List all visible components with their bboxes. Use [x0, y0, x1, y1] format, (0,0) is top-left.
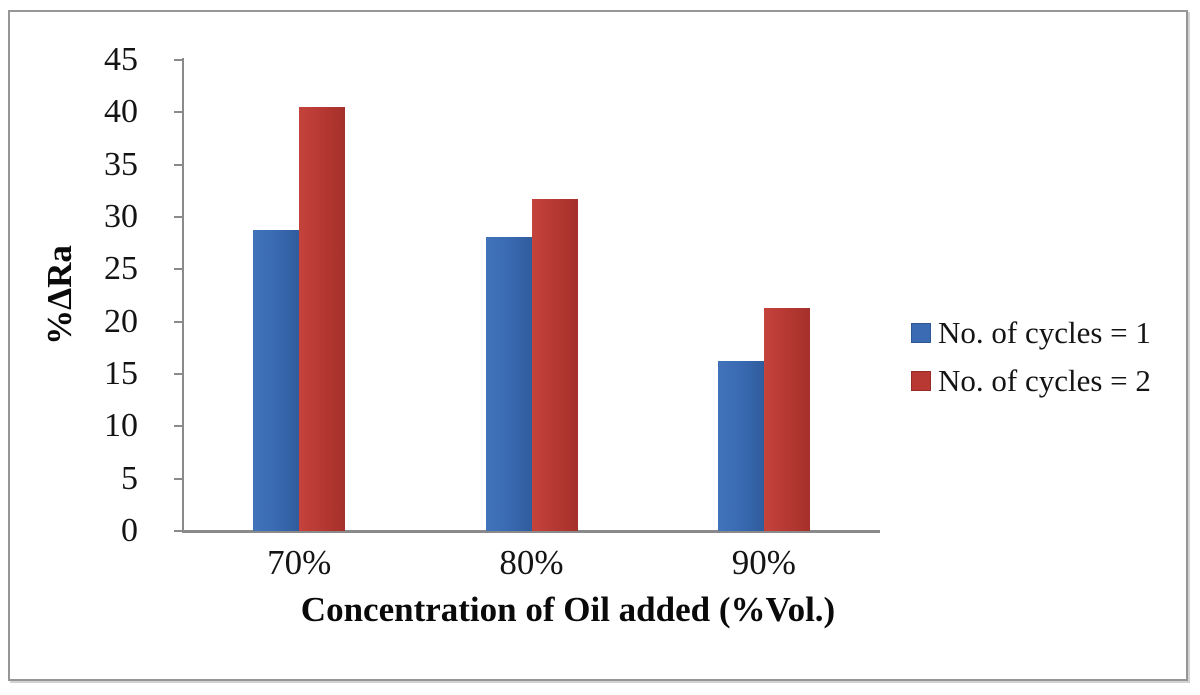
- y-tick-mark: [174, 373, 183, 375]
- y-tick-label: 10: [104, 407, 138, 445]
- y-tick-mark: [174, 320, 183, 323]
- y-tick-mark: [174, 59, 183, 61]
- legend-swatch-icon: [911, 323, 931, 343]
- y-tick-label: 25: [104, 250, 138, 288]
- bar-chart: 0 5 10 15 20 25 30 35 40 45 70% 80% 90% Concentrati…: [10, 12, 1186, 679]
- chart-frame: 0 5 10 15 20 25 30 35 40 45 70% 80% 90% Concentrati…: [8, 10, 1188, 681]
- y-tick-mark: [174, 477, 183, 480]
- y-tick-mark: [174, 216, 183, 218]
- legend: No. of cycles = 1 No. of cycles = 2: [911, 315, 1151, 411]
- y-tick-mark: [174, 111, 183, 114]
- y-tick-label: 40: [104, 93, 138, 131]
- y-tick-mark: [174, 163, 183, 166]
- y-tick-mark: [174, 425, 183, 428]
- y-tick-mark: [174, 530, 183, 532]
- legend-item: No. of cycles = 2: [911, 363, 1151, 399]
- bar-series2-80pct: [532, 199, 578, 531]
- y-tick-label: 20: [104, 302, 138, 340]
- y-tick-mark: [174, 268, 183, 271]
- x-axis-title: Concentration of Oil added (%Vol.): [300, 590, 836, 629]
- bar-series1-70pct: [253, 230, 299, 531]
- y-tick-label: 0: [121, 512, 138, 549]
- x-category-label: 70%: [267, 543, 332, 582]
- legend-item: No. of cycles = 1: [911, 315, 1151, 351]
- bar-series1-90pct: [718, 361, 764, 531]
- bar-series2-70pct: [299, 107, 345, 531]
- y-tick-label: 30: [104, 198, 138, 235]
- bar-series1-80pct: [486, 237, 532, 531]
- x-category-label: 90%: [731, 543, 796, 582]
- y-tick-label: 45: [104, 41, 138, 78]
- x-axis-line: [182, 530, 880, 533]
- y-tick-label: 15: [104, 355, 138, 392]
- legend-label: No. of cycles = 2: [938, 363, 1151, 398]
- y-axis-title: %ΔRa: [40, 245, 79, 345]
- y-tick-label: 35: [104, 145, 138, 183]
- y-axis-line: [182, 58, 184, 533]
- legend-label: No. of cycles = 1: [938, 315, 1151, 350]
- y-tick-label: 5: [121, 459, 138, 497]
- bar-series2-90pct: [764, 308, 810, 531]
- legend-swatch-icon: [911, 371, 931, 391]
- x-category-label: 80%: [499, 543, 564, 582]
